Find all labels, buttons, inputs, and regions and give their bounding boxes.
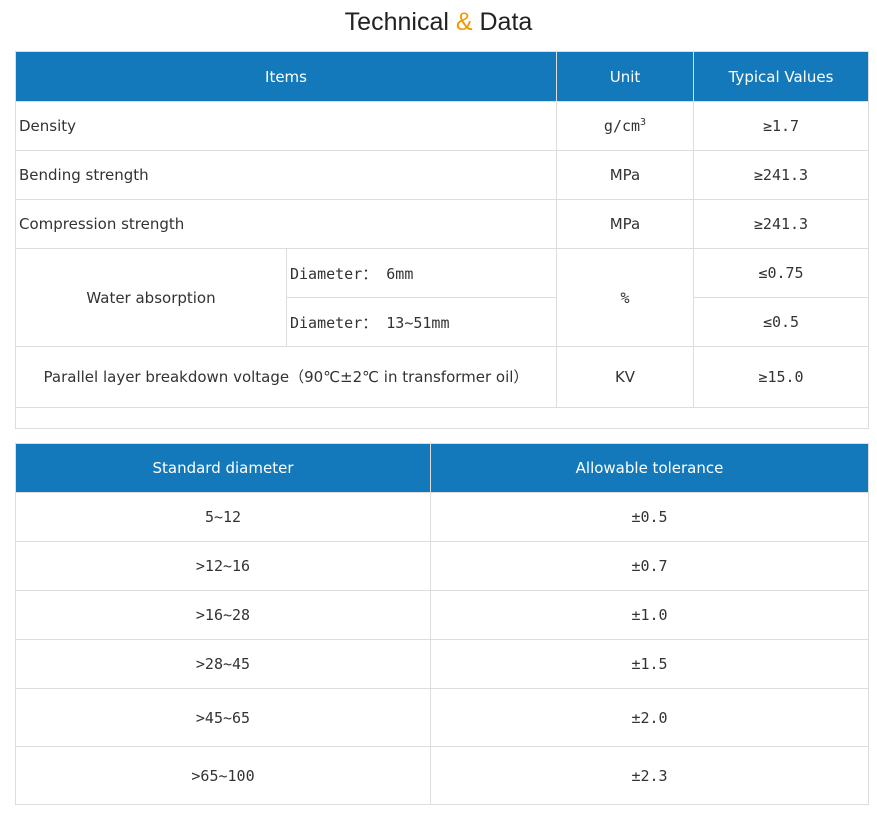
table-row: >16~28 ±1.0 <box>15 590 869 640</box>
header-allowable-tolerance: Allowable tolerance <box>430 443 869 493</box>
header-unit: Unit <box>556 51 694 102</box>
row-label-compression: Compression strength <box>15 199 557 249</box>
tolerance-cell: ±0.5 <box>430 492 869 542</box>
water-sub-label-2: Diameter： 13~51mm <box>286 297 557 347</box>
diameter-cell: >16~28 <box>15 590 431 640</box>
table-row: >45~65 ±2.0 <box>15 688 869 747</box>
value-compression: ≥241.3 <box>693 199 869 249</box>
row-label-bending: Bending strength <box>15 150 557 200</box>
unit-density-exponent: 3 <box>640 117 647 128</box>
table-spacer <box>15 407 869 429</box>
table-row-water-1: Water absorption Diameter： 6mm % ≤0.75 <box>15 248 869 347</box>
diameter-cell: >45~65 <box>15 688 431 747</box>
table-row-bending: Bending strength MPa ≥241.3 <box>15 150 869 200</box>
value-water-2: ≤0.5 <box>693 297 869 347</box>
unit-water: % <box>556 248 694 347</box>
table-row: 5~12 ±0.5 <box>15 492 869 542</box>
row-label-density: Density <box>15 101 557 151</box>
table-spacer-row <box>15 407 869 429</box>
header-standard-diameter: Standard diameter <box>15 443 431 493</box>
title-part1: Technical <box>344 8 449 36</box>
value-density: ≥1.7 <box>693 101 869 151</box>
value-breakdown: ≥15.0 <box>693 346 869 408</box>
technical-data-table: Items Unit Typical Values Density g/cm3 … <box>15 51 869 429</box>
table-row: >28~45 ±1.5 <box>15 639 869 689</box>
unit-density-base: g/cm <box>603 117 641 135</box>
unit-bending: MPa <box>556 150 694 200</box>
water-sub-label-1: Diameter： 6mm <box>286 248 557 298</box>
header-typical-values: Typical Values <box>693 51 869 102</box>
unit-density: g/cm3 <box>556 101 694 151</box>
page-title: Technical & Data <box>0 4 877 40</box>
tolerance-table: Standard diameter Allowable tolerance 5~… <box>15 443 869 805</box>
table-row: >65~100 ±2.3 <box>15 746 869 805</box>
table-row-density: Density g/cm3 ≥1.7 <box>15 101 869 151</box>
value-bending: ≥241.3 <box>693 150 869 200</box>
row-label-water-absorption: Water absorption <box>15 248 287 347</box>
unit-breakdown: KV <box>556 346 694 408</box>
table-row-breakdown: Parallel layer breakdown voltage（90℃±2℃ … <box>15 346 869 408</box>
tolerance-cell: ±0.7 <box>430 541 869 591</box>
title-ampersand: & <box>455 8 473 36</box>
table-row-water-2: Diameter： 13~51mm ≤0.5 <box>16 297 869 347</box>
diameter-cell: >28~45 <box>15 639 431 689</box>
table-header-row: Items Unit Typical Values <box>15 51 869 102</box>
unit-compression: MPa <box>556 199 694 249</box>
diameter-cell: >65~100 <box>15 746 431 805</box>
tolerance-cell: ±1.5 <box>430 639 869 689</box>
table-row: >12~16 ±0.7 <box>15 541 869 591</box>
tolerance-cell: ±2.0 <box>430 688 869 747</box>
title-part2: Data <box>479 8 533 36</box>
row-label-breakdown: Parallel layer breakdown voltage（90℃±2℃ … <box>15 346 557 408</box>
value-water-1: ≤0.75 <box>693 248 869 298</box>
table-row-compression: Compression strength MPa ≥241.3 <box>15 199 869 249</box>
diameter-cell: >12~16 <box>15 541 431 591</box>
header-items: Items <box>15 51 557 102</box>
tolerance-header-row: Standard diameter Allowable tolerance <box>15 443 869 493</box>
tolerance-cell: ±1.0 <box>430 590 869 640</box>
tolerance-cell: ±2.3 <box>430 746 869 805</box>
diameter-cell: 5~12 <box>15 492 431 542</box>
